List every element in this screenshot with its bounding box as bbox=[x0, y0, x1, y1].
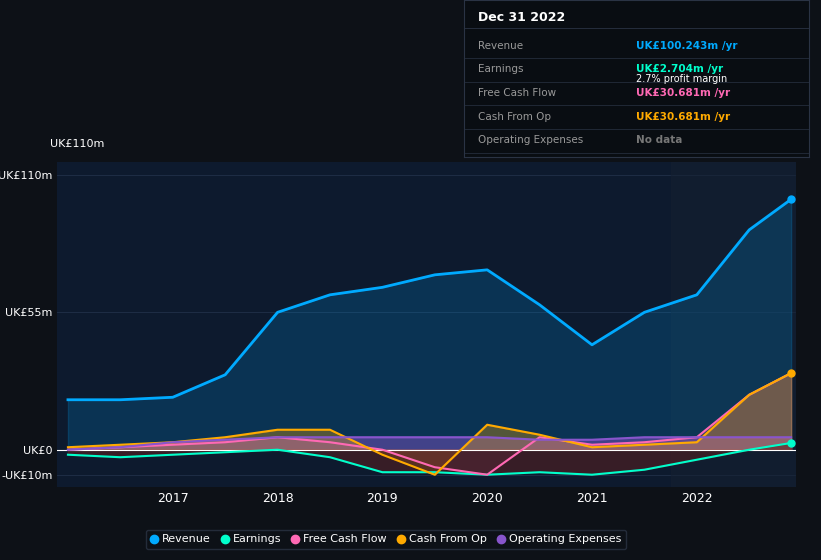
Bar bbox=[671, 162, 796, 487]
Text: UK£30.681m /yr: UK£30.681m /yr bbox=[636, 111, 731, 122]
Text: Cash From Op: Cash From Op bbox=[478, 111, 551, 122]
Text: Free Cash Flow: Free Cash Flow bbox=[478, 88, 556, 98]
Text: UK£110m: UK£110m bbox=[50, 139, 104, 150]
Legend: Revenue, Earnings, Free Cash Flow, Cash From Op, Operating Expenses: Revenue, Earnings, Free Cash Flow, Cash … bbox=[146, 530, 626, 549]
Text: No data: No data bbox=[636, 135, 682, 145]
Text: UK£100.243m /yr: UK£100.243m /yr bbox=[636, 40, 738, 50]
Text: Revenue: Revenue bbox=[478, 40, 523, 50]
Text: Dec 31 2022: Dec 31 2022 bbox=[478, 11, 565, 24]
Text: UK£2.704m /yr: UK£2.704m /yr bbox=[636, 64, 723, 74]
Text: Earnings: Earnings bbox=[478, 64, 523, 74]
Text: 2.7% profit margin: 2.7% profit margin bbox=[636, 74, 727, 84]
Text: UK£30.681m /yr: UK£30.681m /yr bbox=[636, 88, 731, 98]
Text: Operating Expenses: Operating Expenses bbox=[478, 135, 583, 145]
